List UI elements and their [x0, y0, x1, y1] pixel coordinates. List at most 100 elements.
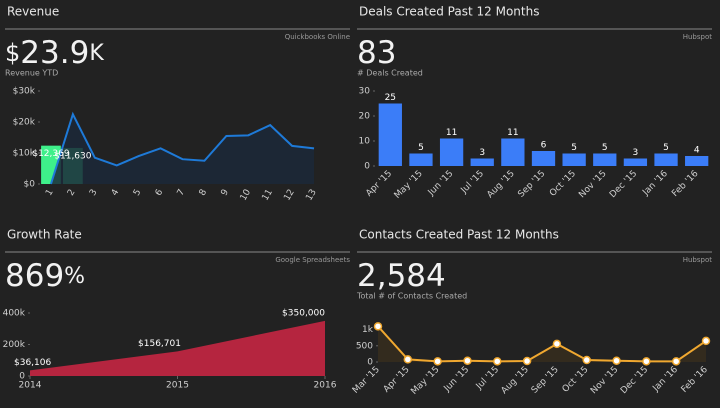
x-tick-label: 3	[88, 188, 100, 198]
point	[373, 322, 383, 331]
x-tick-label: Mar '15	[351, 365, 382, 396]
line-area	[378, 326, 706, 362]
data-label: 6	[541, 141, 547, 151]
kpi: 869%	[5, 258, 85, 294]
y-tick-label: $30k	[13, 87, 36, 97]
x-tick-label: Sep '15	[516, 169, 547, 200]
y-tick-label: 30	[359, 87, 371, 97]
area	[30, 320, 325, 376]
data-label: $11,630	[54, 151, 91, 161]
data-label: $350,000	[282, 308, 325, 318]
kpi-label: # Deals Created	[357, 69, 423, 78]
y-tick-label: $20k	[13, 118, 36, 128]
bar	[593, 153, 617, 166]
data-label: 11	[446, 128, 457, 138]
bar	[531, 151, 556, 166]
line	[50, 111, 315, 185]
source: Hubspot	[683, 33, 713, 41]
panel: Growth Rate Google Spreadsheets 869% 0 200k 4…	[3, 228, 351, 391]
bar	[685, 156, 709, 166]
y-tick-label: 500	[356, 341, 373, 351]
x-tick-label: 1	[44, 188, 56, 198]
x-tick-label: Jul '15	[474, 365, 501, 392]
panel: Contacts Created Past 12 Months Hubspot 2,…	[351, 228, 712, 397]
data-label: 5	[663, 143, 669, 153]
data-label: $156,701	[138, 339, 181, 349]
x-tick-label: 4	[110, 188, 122, 198]
x-tick-label: Jan '16	[640, 169, 670, 199]
kpi: $23.9K	[5, 35, 104, 71]
y-tick-label: 0	[19, 372, 25, 382]
x-tick-label: Jul '15	[459, 169, 486, 196]
x-tick-label: Apr '15	[382, 365, 412, 395]
bar	[623, 158, 648, 166]
x-tick-label: 6	[154, 188, 166, 198]
data-label: 3	[633, 148, 639, 158]
y-tick-label: 400k	[3, 309, 26, 319]
point	[701, 336, 711, 346]
x-tick-label: Feb '16	[680, 365, 710, 395]
data-label: 4	[694, 146, 700, 156]
kpi: 2,584	[357, 258, 446, 294]
x-tick-label: Sep '15	[530, 365, 561, 396]
bar	[378, 103, 402, 166]
x-tick-label: 8	[198, 188, 210, 198]
x-tick-label: 7	[176, 188, 188, 198]
x-tick-label: Oct '15	[561, 365, 591, 395]
point	[403, 355, 413, 364]
kpi-value: 23.9	[20, 35, 89, 71]
line-area	[50, 114, 315, 184]
bar	[409, 153, 433, 166]
x-tick-label: Jun '15	[426, 169, 456, 199]
y-tick-label: 1k	[362, 325, 374, 335]
point	[552, 339, 562, 349]
y-tick-label: 0	[364, 162, 370, 172]
x-tick-label: Nov '15	[589, 365, 620, 396]
x-tick-label: Dec '15	[608, 169, 639, 200]
source: Google Spreadsheets	[275, 256, 350, 264]
x-tick-label: 5	[132, 188, 144, 198]
source: Hubspot	[683, 256, 713, 264]
x-tick-label: May '15	[409, 365, 441, 397]
x-tick-label: Nov '15	[577, 169, 608, 200]
point	[582, 355, 591, 365]
x-tick-label: Dec '15	[619, 365, 650, 396]
data-label: 5	[602, 143, 608, 153]
x-tick-label: 12	[282, 188, 296, 203]
point	[493, 357, 502, 366]
data-label: 5	[418, 143, 424, 153]
x-tick-label: May '15	[393, 169, 425, 201]
bar	[470, 158, 494, 166]
data-label: 11	[507, 128, 518, 138]
bar	[501, 138, 525, 166]
x-tick-label: Oct '15	[548, 169, 578, 199]
point	[463, 356, 472, 365]
x-tick-label: 2	[66, 188, 78, 198]
x-tick-label: 2014	[19, 381, 42, 391]
kpi-value: 869	[5, 258, 64, 294]
bar	[562, 153, 586, 166]
x-tick-label: Aug '15	[500, 365, 531, 396]
panel: Deals Created Past 12 Months Hubspot 83# D…	[357, 5, 712, 201]
point	[671, 357, 681, 366]
x-tick-label: Aug '15	[485, 169, 516, 200]
kpi-prefix: $	[5, 39, 20, 67]
x-tick-label: 11	[261, 188, 275, 203]
point	[522, 356, 532, 366]
data-label: 25	[385, 93, 396, 103]
panel-title: Contacts Created Past 12 Months	[359, 228, 559, 242]
y-tick-label: 0	[367, 358, 373, 368]
kpi-value: 2,584	[357, 258, 446, 294]
y-tick-label: 200k	[3, 340, 26, 350]
kpi: 83	[357, 35, 396, 71]
point	[612, 356, 621, 365]
x-tick-label: Jun '15	[442, 365, 472, 395]
source: Quickbooks Online	[285, 33, 350, 41]
y-tick-label: 10	[359, 137, 371, 147]
y-tick-label: $10k	[13, 149, 36, 159]
x-tick-label: 2016	[314, 381, 337, 391]
x-tick-label: 13	[304, 188, 318, 203]
y-tick-label: $0	[24, 180, 36, 190]
